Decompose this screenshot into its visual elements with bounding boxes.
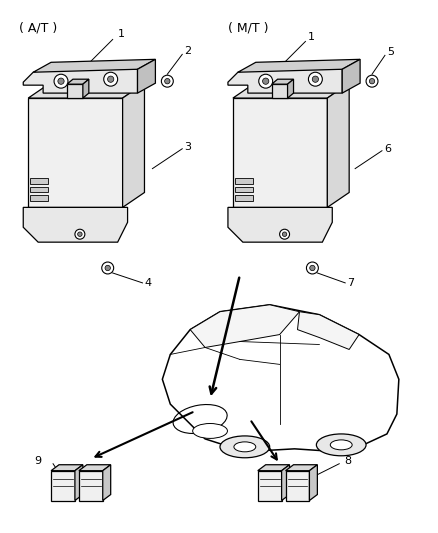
Circle shape: [259, 74, 273, 88]
Bar: [286, 471, 309, 500]
Text: 6: 6: [384, 144, 391, 154]
Polygon shape: [288, 79, 293, 98]
Polygon shape: [272, 79, 293, 84]
Circle shape: [262, 78, 269, 84]
Polygon shape: [233, 83, 349, 98]
Polygon shape: [309, 465, 318, 500]
Bar: [235, 196, 253, 201]
Circle shape: [104, 72, 118, 86]
Polygon shape: [75, 465, 83, 500]
Circle shape: [279, 229, 290, 239]
Bar: [30, 196, 48, 201]
Polygon shape: [51, 465, 83, 471]
Bar: [235, 187, 253, 192]
Polygon shape: [228, 69, 342, 93]
Polygon shape: [228, 207, 332, 242]
Ellipse shape: [330, 440, 352, 450]
Polygon shape: [282, 465, 290, 500]
Ellipse shape: [193, 424, 227, 439]
Circle shape: [108, 76, 114, 82]
Bar: [235, 177, 253, 183]
Bar: [30, 187, 48, 192]
Circle shape: [102, 262, 114, 274]
Polygon shape: [138, 59, 155, 93]
Polygon shape: [327, 83, 349, 207]
Circle shape: [75, 229, 85, 239]
Polygon shape: [123, 83, 145, 207]
Ellipse shape: [234, 442, 256, 452]
Text: 9: 9: [34, 456, 41, 466]
Circle shape: [58, 78, 64, 84]
Text: 4: 4: [145, 278, 152, 288]
Ellipse shape: [316, 434, 366, 456]
Polygon shape: [33, 59, 155, 72]
Text: 8: 8: [344, 456, 351, 466]
Circle shape: [78, 232, 82, 237]
Circle shape: [283, 232, 287, 237]
Text: 1: 1: [118, 29, 125, 39]
Text: ( M/T ): ( M/T ): [228, 21, 268, 35]
Polygon shape: [190, 305, 300, 348]
Polygon shape: [23, 207, 127, 242]
Bar: [233, 98, 327, 207]
Polygon shape: [23, 69, 138, 93]
Polygon shape: [297, 312, 359, 350]
Text: 1: 1: [307, 33, 314, 43]
Text: 7: 7: [347, 278, 354, 288]
Text: 3: 3: [184, 142, 191, 152]
Bar: [272, 84, 288, 98]
Bar: [28, 98, 123, 207]
Bar: [258, 471, 282, 500]
Text: 5: 5: [387, 47, 394, 58]
Circle shape: [307, 262, 318, 274]
Circle shape: [105, 265, 110, 271]
Polygon shape: [258, 465, 290, 471]
Circle shape: [54, 74, 68, 88]
Polygon shape: [67, 79, 89, 84]
Circle shape: [165, 78, 170, 84]
Text: ( A/T ): ( A/T ): [19, 21, 57, 35]
Text: 2: 2: [184, 46, 191, 56]
Polygon shape: [342, 59, 360, 93]
Bar: [79, 471, 103, 500]
Ellipse shape: [220, 436, 270, 458]
Polygon shape: [286, 465, 318, 471]
Circle shape: [312, 76, 318, 82]
Circle shape: [310, 265, 315, 271]
Polygon shape: [162, 305, 399, 451]
Circle shape: [369, 78, 374, 84]
Polygon shape: [103, 465, 111, 500]
Bar: [30, 177, 48, 183]
Polygon shape: [238, 59, 360, 72]
Circle shape: [308, 72, 322, 86]
Circle shape: [161, 75, 173, 87]
Polygon shape: [83, 79, 89, 98]
Circle shape: [366, 75, 378, 87]
Polygon shape: [28, 83, 145, 98]
Polygon shape: [79, 465, 111, 471]
Bar: [51, 471, 75, 500]
Bar: [67, 84, 83, 98]
